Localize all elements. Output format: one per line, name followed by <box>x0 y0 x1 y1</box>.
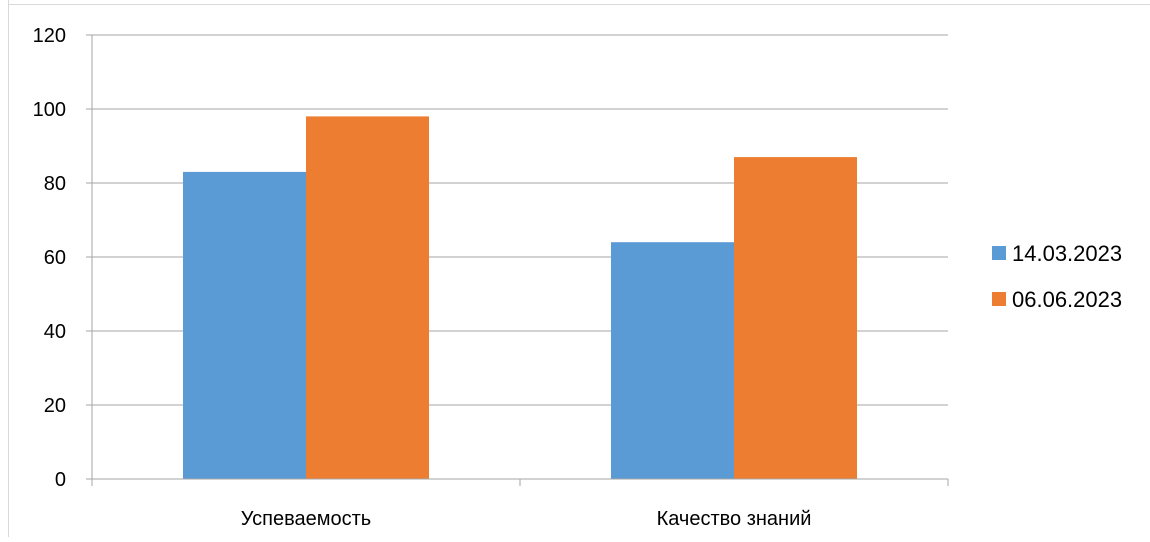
x-tick-label-1: Успеваемость <box>241 508 371 530</box>
legend-swatch-2 <box>992 292 1006 306</box>
y-tick-label-100: 100 <box>33 99 66 121</box>
bar-1-series-1 <box>183 171 306 479</box>
legend-swatch-1 <box>992 246 1006 260</box>
axes <box>86 34 949 486</box>
y-tick-labels: 0 20 40 60 80 100 120 <box>33 25 66 491</box>
y-tick-label-20: 20 <box>44 395 66 417</box>
y-tick-label-60: 60 <box>44 247 66 269</box>
legend-label-2: 06.06.2023 <box>1012 287 1122 312</box>
chart-border-top <box>8 4 1150 5</box>
bar-2-series-2 <box>734 157 857 479</box>
y-tick-label-80: 80 <box>44 173 66 195</box>
x-tick-label-2: Качество знаний <box>657 508 812 530</box>
bar-1-series-2 <box>306 116 429 480</box>
bars <box>183 116 857 480</box>
y-tick-label-120: 120 <box>33 25 66 47</box>
y-tick-label-40: 40 <box>44 321 66 343</box>
legend: 14.03.2023 06.06.2023 <box>992 241 1122 312</box>
legend-label-1: 14.03.2023 <box>1012 241 1122 266</box>
y-tick-label-0: 0 <box>55 469 66 491</box>
chart-border-left <box>8 0 9 537</box>
bar-2-series-1 <box>611 242 734 479</box>
x-tick-labels: Успеваемость Качество знаний <box>241 508 812 530</box>
